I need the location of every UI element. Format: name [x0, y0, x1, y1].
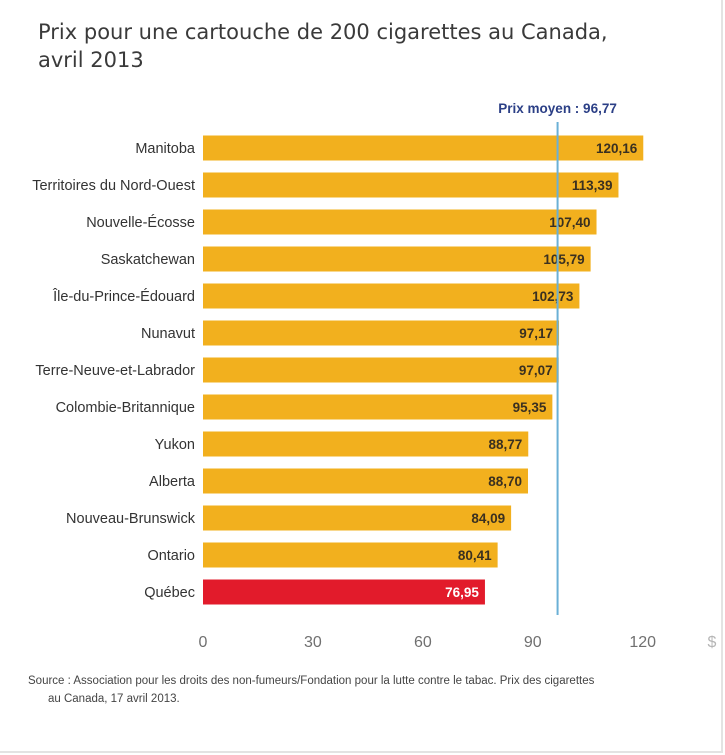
value-label: 113,39	[572, 178, 613, 193]
x-tick-label: 120	[629, 634, 656, 651]
category-label: Île-du-Prince-Édouard	[52, 288, 195, 305]
value-label: 80,41	[458, 548, 492, 563]
bar-chart: Manitoba 120,16 Territoires du Nord-Ouest 1…	[32, 101, 717, 651]
category-label: Territoires du Nord-Ouest	[32, 178, 195, 194]
bar-7	[203, 357, 559, 383]
x-unit-label: $	[708, 634, 717, 651]
category-label: Nouvelle-Écosse	[86, 214, 195, 231]
bar-10	[203, 468, 529, 494]
source-line-1: Source : Association pour les droits des…	[28, 675, 595, 687]
bar-6	[203, 320, 560, 346]
chart-title-line-1: Prix pour une cartouche de 200 cigarette…	[38, 20, 608, 44]
category-label: Alberta	[149, 474, 196, 490]
category-label: Québec	[144, 585, 195, 601]
x-tick-label: 30	[304, 634, 322, 651]
bar-12	[203, 542, 498, 568]
value-label: 97,07	[519, 363, 553, 378]
value-label: 88,77	[488, 437, 522, 452]
bar-5	[203, 283, 580, 309]
bar-4	[203, 246, 591, 272]
bar-9	[203, 431, 529, 457]
category-label: Colombie-Britannique	[56, 400, 195, 416]
category-label: Manitoba	[135, 141, 196, 157]
chart-title: Prix pour une cartouche de 200 cigarette…	[38, 18, 678, 74]
value-label: 120,16	[596, 141, 638, 156]
value-label: 107,40	[549, 215, 590, 230]
category-label: Terre-Neuve-et-Labrador	[35, 363, 195, 379]
x-tick-label: 90	[524, 634, 542, 651]
bar-13	[203, 579, 485, 605]
value-label: 88,70	[488, 474, 522, 489]
source-note: Source : Association pour les droits des…	[28, 672, 708, 708]
chart-title-line-2: avril 2013	[38, 48, 144, 72]
x-tick-label: 0	[199, 634, 208, 651]
value-label: 102,73	[532, 289, 574, 304]
bar-8	[203, 394, 553, 420]
average-label: Prix moyen : 96,77	[498, 101, 617, 116]
category-label: Saskatchewan	[101, 252, 195, 268]
x-tick-label: 60	[414, 634, 432, 651]
value-label: 95,35	[513, 400, 547, 415]
value-label: 97,17	[519, 326, 553, 341]
value-label: 76,95	[445, 585, 479, 600]
bar-3	[203, 209, 597, 235]
category-label: Nunavut	[141, 326, 195, 342]
source-line-2: au Canada, 17 avril 2013.	[48, 693, 180, 705]
bar-1	[203, 135, 644, 161]
bar-11	[203, 505, 512, 531]
category-label: Yukon	[155, 437, 195, 453]
category-label: Nouveau-Brunswick	[66, 511, 196, 527]
bar-2	[203, 172, 619, 198]
value-label: 105,79	[543, 252, 584, 267]
category-label: Ontario	[147, 548, 195, 564]
value-label: 84,09	[471, 511, 505, 526]
